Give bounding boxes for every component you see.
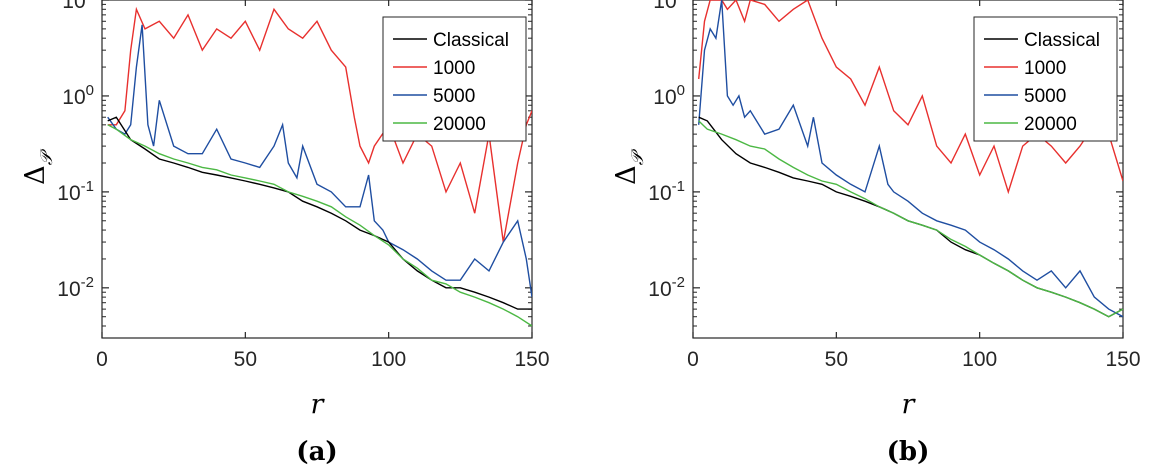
panel-a: 0 50 100 150 10-2 10-1 100 101 Classical 1000 5000… (0, 0, 560, 470)
series-line-20000 (698, 120, 1123, 318)
y-tick-label: 10-1 (648, 178, 685, 205)
legend-box (973, 16, 1118, 142)
legend-label-5000: 5000 (1024, 86, 1066, 107)
x-axis-label: r (311, 389, 326, 420)
y-tick-label: 10-2 (648, 274, 685, 301)
y-tick-label: 10-2 (57, 274, 94, 301)
legend-box (382, 16, 527, 142)
series-line-5000 (107, 24, 532, 298)
x-tick-label: 150 (514, 348, 549, 371)
series-line-classical (698, 116, 1123, 318)
plot-frame (101, 0, 533, 339)
legend-label-20000: 20000 (1024, 114, 1077, 135)
panel-caption: (a) (296, 437, 337, 467)
y-axis-label: Δ𝒫 (20, 148, 57, 185)
x-tick-label: 50 (234, 348, 257, 371)
series-line-20000 (107, 124, 532, 327)
panel-b: 0 50 100 150 10-2 10-1 100 101 Classical 1000 5000… (591, 0, 1151, 470)
legend-label-classical: Classical (433, 30, 509, 51)
legend-label-20000: 20000 (433, 114, 486, 135)
y-tick-label: 100 (62, 82, 94, 109)
legend-label-5000: 5000 (433, 86, 475, 107)
y-tick-label: 101 (653, 0, 685, 13)
y-tick-label: 100 (653, 82, 685, 109)
panel-caption: (b) (887, 437, 930, 467)
chart-a: 0 50 100 150 10-2 10-1 100 101 Classical 1000 5000… (20, 0, 550, 467)
x-tick-label: 50 (825, 348, 848, 371)
x-tick-label: 0 (687, 348, 699, 371)
y-axis-label: Δ𝒫 (611, 148, 648, 185)
plot-frame (692, 0, 1124, 339)
legend-label-classical: Classical (1024, 30, 1100, 51)
x-tick-label: 100 (962, 348, 997, 371)
y-tick-label: 101 (62, 0, 94, 13)
x-tick-label: 0 (96, 348, 108, 371)
series-line-1000 (107, 6, 532, 243)
chart-b: 0 50 100 150 10-2 10-1 100 101 Classical 1000 5000… (611, 0, 1141, 467)
x-tick-label: 100 (371, 348, 406, 371)
x-tick-label: 150 (1105, 348, 1140, 371)
legend-label-1000: 1000 (433, 58, 475, 79)
series-line-5000 (698, 0, 1123, 318)
series-line-classical (107, 116, 532, 310)
x-axis-label: r (902, 389, 917, 420)
legend-label-1000: 1000 (1024, 58, 1066, 79)
y-tick-label: 10-1 (57, 178, 94, 205)
